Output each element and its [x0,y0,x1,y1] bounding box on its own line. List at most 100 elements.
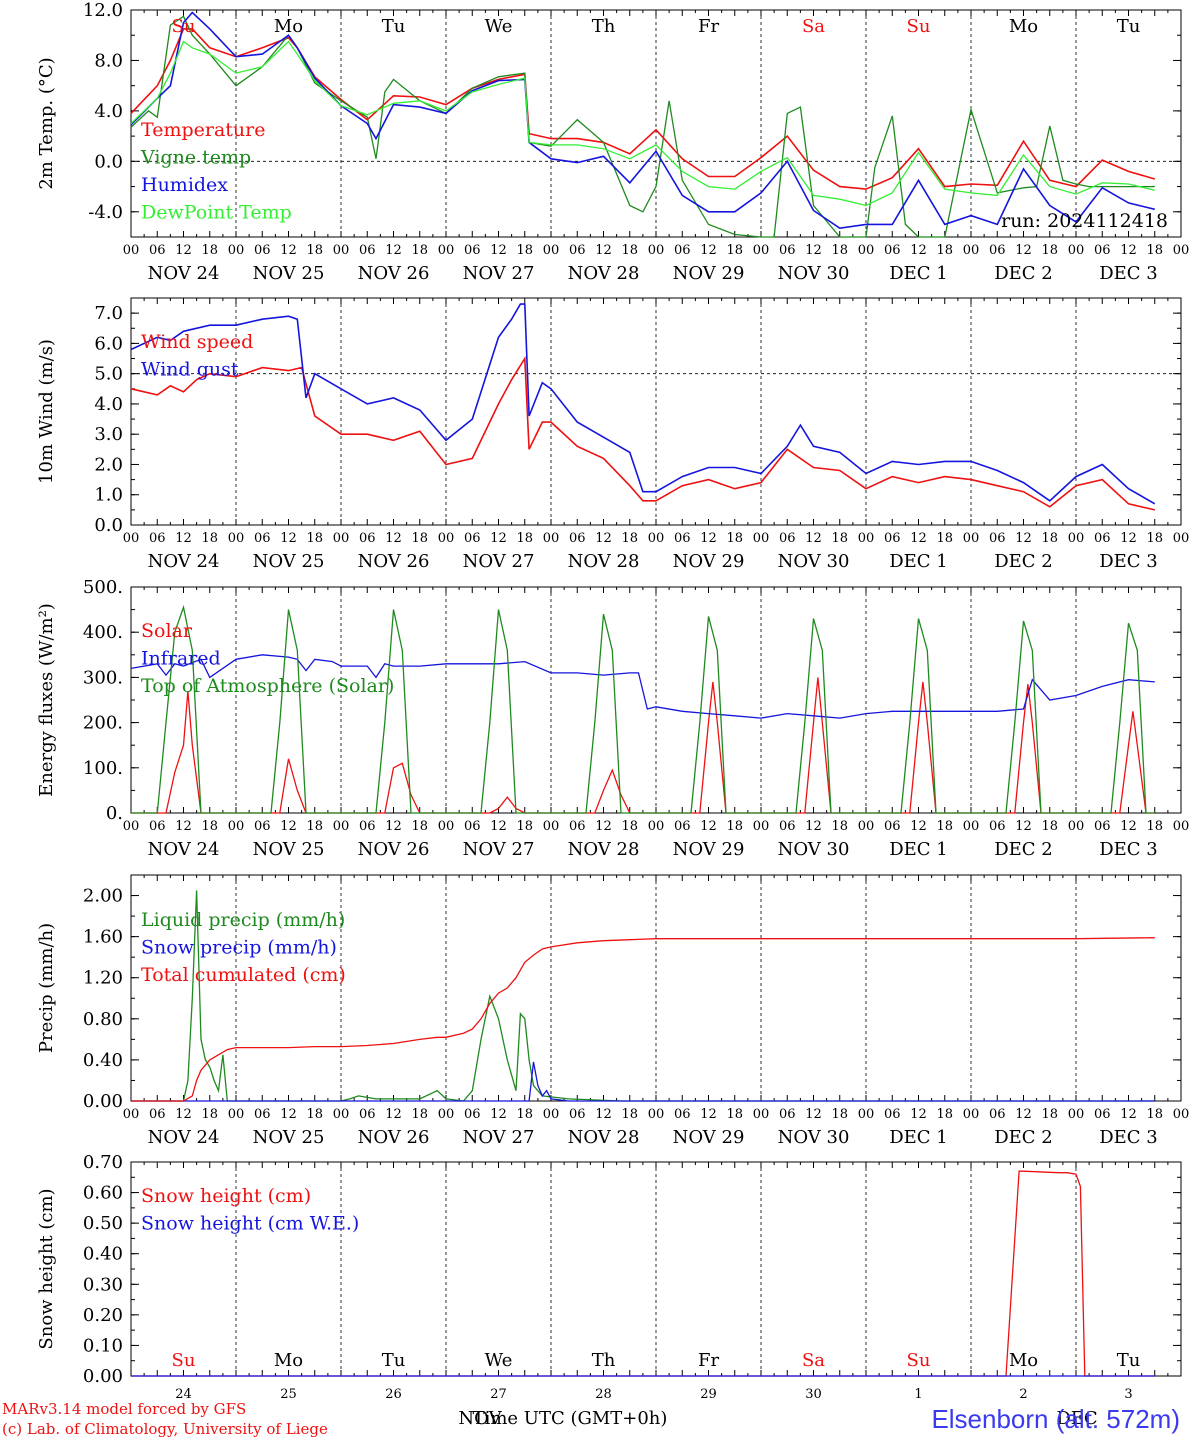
hour-label: 00 [543,819,560,834]
hour-label: 18 [726,819,743,834]
bottom-day-name: Fr [698,1350,719,1371]
hour-label: 00 [333,531,350,546]
y-tick-label: 0.10 [83,1335,123,1356]
date-label: NOV 28 [568,263,640,284]
hour-label: 00 [1068,1107,1085,1122]
hour-label: 12 [910,819,927,834]
hour-label: 12 [490,1107,507,1122]
hour-label: 18 [621,243,638,258]
hour-label: 18 [306,243,323,258]
y-tick-label: 2.0 [94,454,123,475]
y-tick-label: 3.0 [94,424,123,445]
hour-label: 06 [779,819,796,834]
hour-label: 18 [831,243,848,258]
hour-label: 18 [411,1107,428,1122]
hour-label: 00 [228,243,245,258]
footer-model: MARv3.14 model forced by GFS [2,1400,246,1418]
hour-label: 18 [1041,243,1058,258]
y-tick-label: 500. [83,577,123,598]
date-label: NOV 30 [778,839,850,860]
date-label: NOV 27 [463,1127,535,1148]
hour-label: 12 [1120,531,1137,546]
hour-label: 12 [280,1107,297,1122]
hour-label: 06 [464,819,481,834]
hour-label: 06 [1094,1107,1111,1122]
bottom-day-number: 30 [805,1387,822,1402]
hour-label: 12 [1120,243,1137,258]
hour-label: 06 [254,531,271,546]
hour-label: 06 [674,1107,691,1122]
hour-label: 06 [1094,243,1111,258]
legend-entry: Snow height (cm) [141,1185,311,1207]
hour-label: 00 [963,243,980,258]
series-line-snow-height-cm- [131,1170,1155,1377]
hour-label: 00 [228,819,245,834]
hour-label: 12 [595,531,612,546]
chart-panel-4: 0.70 0.60 0.50 0.40 0.30 0.20 0.10 0.00 Snow hei… [36,1152,1182,1387]
hour-label: 00 [648,243,665,258]
hour-label: 06 [464,243,481,258]
hour-label: 12 [385,531,402,546]
y-tick-label: 0.00 [83,1091,123,1112]
hour-label: 12 [1015,1107,1032,1122]
legend-entry: Snow precip (mm/h) [141,937,337,959]
hour-label: 06 [989,819,1006,834]
date-label: DEC 2 [994,1127,1053,1148]
hour-label: 00 [333,243,350,258]
bottom-day-number: 25 [280,1387,297,1402]
hour-label: 18 [516,819,533,834]
hour-label: 00 [438,1107,455,1122]
hour-label: 06 [464,1107,481,1122]
bottom-dec-label: DEC [1056,1408,1097,1429]
y-tick-label: 2.00 [83,886,123,907]
date-label: NOV 26 [358,839,430,860]
y-axis-label: Snow height (cm) [36,1188,57,1349]
day-name: We [485,16,513,37]
date-label: NOV 30 [778,551,850,572]
hour-label: 06 [254,819,271,834]
date-label: NOV 24 [148,551,220,572]
hour-label: 12 [1015,531,1032,546]
hour-label: 18 [1041,531,1058,546]
date-label: NOV 27 [463,263,535,284]
hour-label: 18 [516,1107,533,1122]
day-name: Fr [698,16,719,37]
hour-label: 00 [648,531,665,546]
hour-label: 00 [123,819,140,834]
y-tick-label: 6.0 [94,333,123,354]
day-name: Tu [382,16,406,37]
hour-label: 00 [123,1107,140,1122]
bottom-month-label: NOV [458,1408,502,1429]
hour-label: 18 [1146,243,1163,258]
bottom-day-name: Th [592,1350,616,1371]
hour-label: 00 [1173,243,1190,258]
bottom-day-name: Tu [1117,1350,1141,1371]
hour-label: 12 [385,243,402,258]
hour-label: 06 [989,243,1006,258]
date-label: NOV 25 [253,839,325,860]
bottom-day-name: Mo [274,1350,303,1371]
y-tick-label: 400. [83,622,123,643]
series-line-snow-precip-mm-h- [131,1061,1155,1102]
date-label: NOV 29 [673,1127,745,1148]
series-line-infrared [130,654,1155,719]
hour-label: 00 [963,1107,980,1122]
hour-label: 18 [936,531,953,546]
hour-label: 18 [621,819,638,834]
hour-label: 12 [280,531,297,546]
hour-label: 00 [753,819,770,834]
hour-label: 00 [858,243,875,258]
date-label: DEC 2 [994,551,1053,572]
hour-label: 18 [201,1107,218,1122]
date-label: DEC 1 [889,1127,948,1148]
hour-label: 06 [989,1107,1006,1122]
hour-label: 06 [779,243,796,258]
hour-label: 12 [1120,819,1137,834]
date-label: NOV 29 [673,839,745,860]
hour-label: 06 [884,819,901,834]
hour-label: 00 [1173,1107,1190,1122]
hour-label: 12 [910,243,927,258]
y-tick-label: 0.0 [94,151,123,172]
chart-panel-2: 500. 400. 300. 200. 100. 0. Energy fluxes (W/m… [36,577,1189,860]
